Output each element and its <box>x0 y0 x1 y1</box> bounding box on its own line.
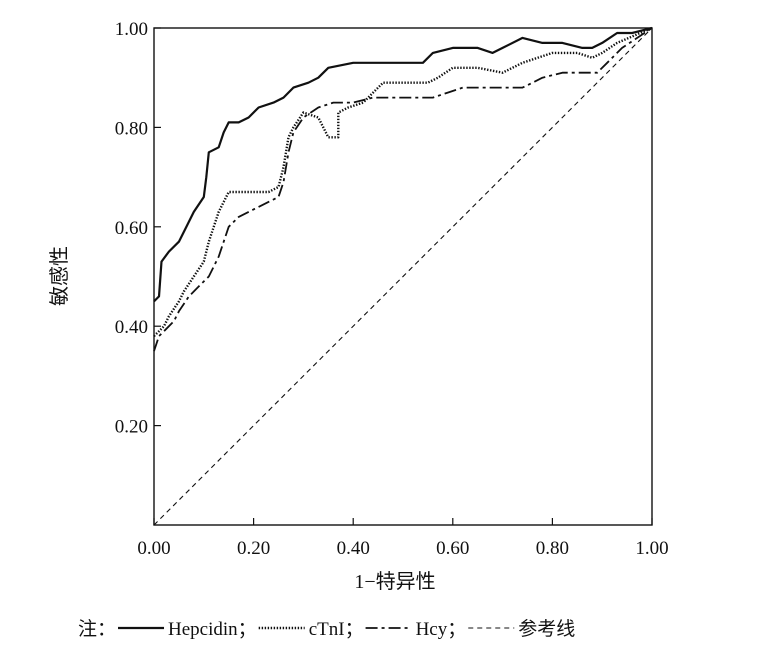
series-layer <box>153 26 653 526</box>
legend-separator: ； <box>238 619 257 640</box>
y-axis-ticks: 0.20 0.40 0.60 0.80 1.00 <box>115 19 161 438</box>
x-tick-label: 1.00 <box>635 538 668 559</box>
legend-label: Hepcidin <box>168 619 238 640</box>
x-tick-label: 0.00 <box>137 538 170 559</box>
series-line-solid <box>153 26 653 303</box>
legend: 注： Hepcidin； cTnI； Hcy；参考线 <box>78 618 575 640</box>
y-tick-label: 0.60 <box>115 218 148 239</box>
y-tick-label: 0.80 <box>115 118 148 139</box>
y-axis-title: 敏感性 <box>48 246 71 306</box>
x-tick-label: 0.20 <box>237 538 270 559</box>
x-axis-title: 1−特异性 <box>354 570 435 593</box>
y-tick-label: 0.40 <box>115 317 148 338</box>
series-line-dashed <box>153 27 653 526</box>
plot-frame <box>153 27 653 526</box>
y-tick-label: 0.20 <box>115 417 148 438</box>
x-axis-ticks: 0.00 0.20 0.40 0.60 0.80 1.00 <box>137 518 669 559</box>
x-tick-label: 0.60 <box>436 538 469 559</box>
x-tick-label: 0.80 <box>536 538 569 559</box>
legend-label: Hcy <box>416 619 448 640</box>
y-tick-label: 1.00 <box>115 19 148 40</box>
series-line-dotted <box>153 26 653 337</box>
legend-label: 参考线 <box>518 618 575 640</box>
legend-label: cTnI <box>309 619 345 640</box>
legend-prefix: 注： <box>78 618 116 640</box>
legend-separator: ； <box>345 619 364 640</box>
legend-separator: ； <box>447 619 466 640</box>
series-line-dashdot <box>153 27 653 352</box>
x-tick-label: 0.40 <box>337 538 370 559</box>
